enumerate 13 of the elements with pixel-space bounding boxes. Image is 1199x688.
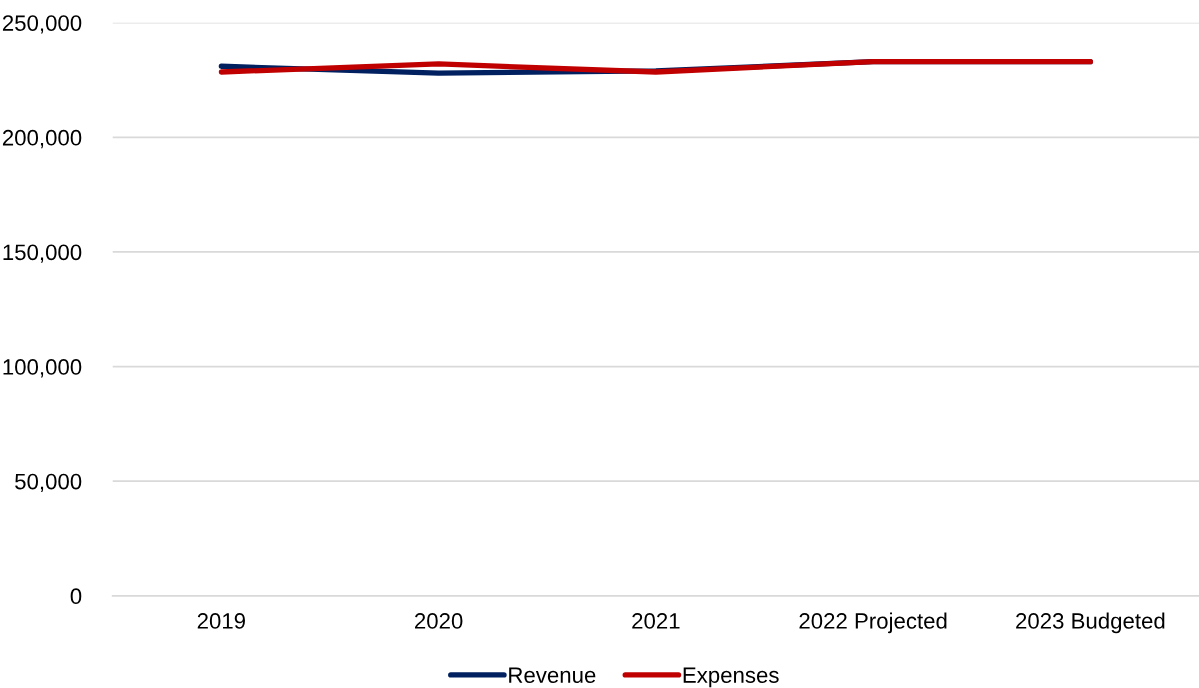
y-tick-label: 250,000 <box>2 15 82 34</box>
y-tick-label: 0 <box>70 588 82 605</box>
x-tick-label: 2020 <box>415 613 463 629</box>
x-tick-label: 2021 <box>632 613 680 629</box>
legend-label: Expenses <box>683 667 779 688</box>
x-tick-label: 2022 Projected <box>799 612 947 634</box>
y-tick-label: 100,000 <box>3 359 82 378</box>
x-tick-label: 2019 <box>197 613 245 629</box>
legend-label: Revenue <box>509 667 596 683</box>
y-tick-label: 150,000 <box>3 244 82 263</box>
x-tick-label: 2023 Budgeted <box>1016 612 1165 634</box>
y-tick-label: 200,000 <box>2 129 82 149</box>
y-tick-label: 50,000 <box>15 473 82 493</box>
